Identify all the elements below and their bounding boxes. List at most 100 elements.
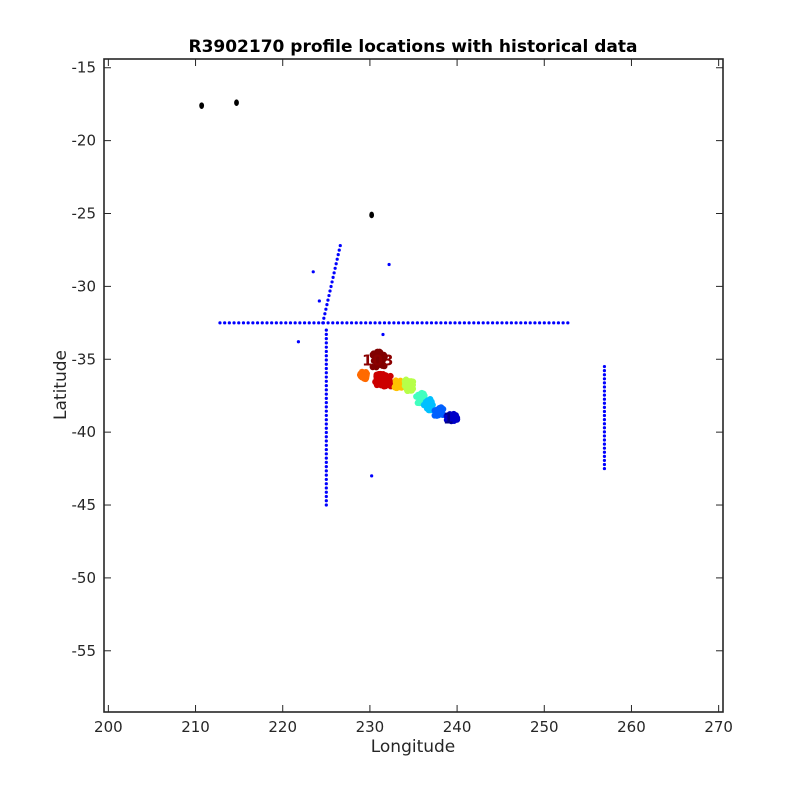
trajectory-point <box>443 412 450 420</box>
historical-point <box>311 270 315 274</box>
historical-point <box>241 321 246 325</box>
trajectory-point <box>379 362 386 369</box>
historical-point <box>566 321 570 325</box>
historical-point <box>326 298 330 302</box>
historical-point <box>495 321 499 325</box>
historical-point <box>322 316 326 320</box>
historical-point <box>425 321 429 325</box>
historical-point <box>429 321 434 325</box>
historical-point <box>232 321 236 325</box>
historical-point <box>324 307 328 311</box>
historical-point <box>462 321 466 325</box>
historical-point <box>602 385 607 389</box>
historical-point <box>288 321 293 325</box>
historical-point <box>382 321 387 325</box>
historical-point <box>373 321 377 325</box>
historical-point <box>552 321 556 325</box>
historical-point <box>324 379 328 383</box>
historical-point <box>223 321 227 325</box>
historical-point <box>472 321 476 325</box>
trajectory-point <box>451 415 458 422</box>
trajectory-point <box>393 384 400 392</box>
historical-point <box>324 473 328 477</box>
historical-point <box>329 284 333 289</box>
historical-point <box>324 435 328 439</box>
historical-point <box>324 465 328 469</box>
x-tick-label: 250 <box>530 718 559 736</box>
historical-point <box>519 321 523 325</box>
historical-point <box>324 443 328 447</box>
historical-point <box>453 321 457 325</box>
historical-point <box>602 373 607 377</box>
historical-point <box>330 280 334 284</box>
historical-point <box>335 321 340 325</box>
historical-point <box>324 494 328 499</box>
axes-box <box>103 58 724 713</box>
historical-point <box>491 321 495 325</box>
historical-point <box>338 243 342 248</box>
historical-point <box>324 345 328 349</box>
y-axis: -15 -20 -25 -30 -35 -40 -45 -50 -55 <box>72 59 723 660</box>
historical-point <box>324 362 328 366</box>
historical-point <box>556 321 561 325</box>
trajectory-point <box>420 393 428 400</box>
historical-point <box>602 466 607 471</box>
historical-point <box>602 377 607 381</box>
historical-point <box>602 454 607 458</box>
historical-point <box>332 271 336 275</box>
trajectory-point <box>429 401 436 409</box>
x-axis-label: Longitude <box>371 737 456 757</box>
historical-point <box>602 434 607 438</box>
black-point <box>234 99 239 107</box>
historical-point <box>500 321 504 325</box>
historical-point <box>324 482 328 486</box>
historical-point <box>324 371 328 375</box>
historical-point <box>324 452 328 456</box>
profile-number-label: 103 <box>362 351 393 369</box>
historical-point <box>325 303 329 307</box>
historical-point <box>324 354 328 358</box>
historical-point <box>602 462 607 467</box>
historical-point <box>602 397 607 401</box>
historical-point <box>602 418 607 422</box>
historical-point <box>324 337 328 341</box>
historical-point <box>359 321 363 325</box>
chart-title: R3902170 profile locations with historic… <box>188 37 637 57</box>
trajectory-point <box>373 374 381 381</box>
historical-point <box>415 321 419 325</box>
historical-point <box>260 321 264 325</box>
trajectory-point <box>370 357 378 365</box>
y-axis-label: Latitude <box>51 350 71 420</box>
y-tick-label: -25 <box>72 205 97 223</box>
x-tick-label: 220 <box>268 718 297 736</box>
historical-point <box>533 321 537 325</box>
historical-point <box>420 321 424 325</box>
trajectory-point <box>414 399 422 407</box>
historical-point <box>328 289 332 293</box>
trajectory-point <box>422 398 430 406</box>
historical-point <box>324 460 328 464</box>
historical-point <box>602 413 607 418</box>
y-tick-label: -45 <box>72 496 97 514</box>
historical-point <box>237 321 241 325</box>
trajectory-point <box>439 405 447 413</box>
historical-point <box>324 430 328 435</box>
historical-point <box>602 364 607 369</box>
historical-point <box>538 321 542 325</box>
historical-point <box>324 349 328 354</box>
trajectory-point <box>415 391 422 399</box>
historical-point <box>602 422 607 426</box>
historical-point <box>324 490 328 494</box>
y-tick-label: -15 <box>72 59 97 77</box>
historical-point <box>364 321 368 325</box>
x-tick-label: 260 <box>617 718 646 736</box>
historical-point <box>602 458 607 463</box>
y-tick-label: -35 <box>72 350 97 368</box>
y-tick-label: -40 <box>72 423 97 441</box>
historical-point <box>317 299 321 303</box>
historical-point <box>324 409 328 413</box>
historical-point <box>448 321 452 325</box>
historical-point <box>336 253 340 257</box>
historical-point <box>324 418 328 422</box>
historical-point <box>523 321 528 325</box>
